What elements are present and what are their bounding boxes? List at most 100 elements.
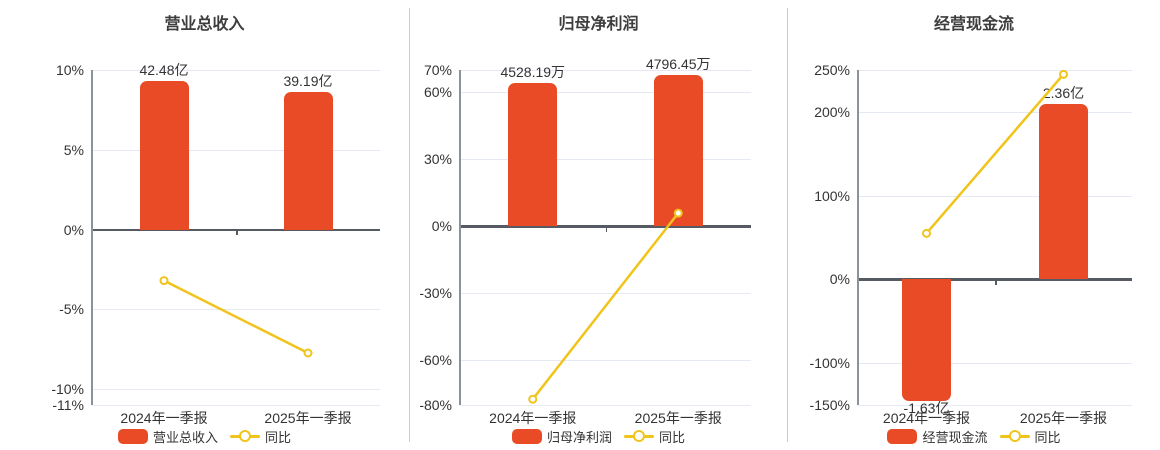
bar-value-label: 2.36亿: [1042, 85, 1085, 102]
legend-item-bar-series[interactable]: 营业总收入: [117, 427, 218, 446]
y-axis-line: [91, 70, 93, 405]
x-axis-zero-line: [92, 228, 380, 232]
y-axis-tick-label: 200%: [814, 103, 850, 120]
yoy-data-point[interactable]: [303, 348, 313, 358]
panel-operating-cashflow: 经营现金流 250% 200% 100% 0% -100% -150% -1.63亿 2024…: [788, 0, 1160, 450]
legend-label: 营业总收入: [152, 430, 218, 445]
x-axis-category-label: 2024年一季报: [489, 410, 577, 426]
bar-value-label: 42.48亿: [139, 61, 189, 78]
gridline: [460, 405, 751, 406]
gridline: [460, 70, 751, 71]
chart-title: 归母净利润: [558, 16, 639, 33]
y-axis-tick-label: -11%: [52, 397, 84, 413]
y-axis-tick-label: -5%: [59, 301, 84, 318]
gridline: [858, 111, 1132, 113]
gridline: [858, 70, 1132, 71]
y-axis-tick-label: 70%: [423, 62, 452, 78]
gridline: [92, 389, 380, 391]
legend-label: 同比: [659, 430, 686, 445]
gridline: [460, 293, 751, 295]
gridline: [858, 363, 1132, 365]
yoy-line-chart: [528, 208, 683, 404]
y-axis-tick-label: 10%: [55, 62, 84, 78]
bar-value-label: -1.63亿: [903, 399, 950, 416]
y-axis-tick-label: 100%: [814, 187, 850, 204]
bar-value-label: 4796.45万: [645, 55, 711, 72]
legend-item-bar-series[interactable]: 归母净利润: [511, 427, 612, 446]
gridline: [858, 405, 1132, 406]
legend-label: 经营现金流: [922, 430, 988, 445]
chart-title: 经营现金流: [933, 16, 1014, 33]
y-axis-tick-label: 5%: [63, 141, 84, 158]
yoy-data-point[interactable]: [159, 276, 169, 286]
panel-separator: [787, 8, 788, 442]
bar-2024年一季报[interactable]: [139, 80, 189, 230]
gridline: [460, 360, 751, 362]
x-axis-category-label: 2025年一季报: [264, 410, 352, 426]
x-axis-tick: [236, 231, 238, 236]
legend-bar-swatch-icon: [887, 429, 918, 444]
x-axis-zero-line: [858, 278, 1132, 281]
legend-item-bar-series[interactable]: 经营现金流: [887, 427, 988, 446]
legend-line-dot-icon: [1008, 430, 1021, 442]
gridline: [858, 195, 1132, 197]
gridline: [460, 92, 751, 94]
yoy-data-point[interactable]: [528, 394, 538, 404]
x-axis-category-label: 2025年一季报: [634, 410, 722, 426]
legend-line-dot-icon: [633, 430, 645, 442]
y-axis-tick-label: -80%: [419, 397, 452, 413]
x-axis-tick: [995, 280, 997, 285]
bar-2024年一季报[interactable]: [508, 83, 558, 227]
legend-line-dot-icon: [239, 430, 251, 442]
yoy-line-chart: [159, 276, 313, 358]
yoy-data-point[interactable]: [922, 228, 931, 238]
yoy-line[interactable]: [925, 73, 1065, 235]
panel-total-revenue: 营业总收入 10% 5% 0% -5% -10% -11% 42.48亿 2024年一季报 39…: [0, 0, 409, 450]
bar-2025年一季报[interactable]: [653, 74, 703, 227]
chart-title: 营业总收入: [164, 16, 245, 33]
y-axis-tick-label: 0%: [829, 271, 850, 288]
yoy-line[interactable]: [163, 279, 309, 355]
y-axis-tick-label: -150%: [809, 397, 850, 413]
legend-item-line-series[interactable]: 同比: [230, 427, 291, 446]
legend: 营业总收入 同比: [0, 427, 409, 446]
legend: 经营现金流 同比: [788, 427, 1160, 446]
bar-2025年一季报[interactable]: [1039, 104, 1088, 280]
panel-separator: [409, 8, 410, 442]
panel-net-profit: 归母净利润 70% 60% 30% 0% -30% -60% -80% 4528.19万 202…: [410, 0, 787, 450]
yoy-line-chart: [922, 69, 1068, 238]
bar-2025年一季报[interactable]: [283, 92, 333, 230]
yoy-data-point[interactable]: [1059, 69, 1068, 79]
yoy-data-point[interactable]: [673, 208, 683, 218]
y-axis-tick-label: 60%: [423, 84, 452, 101]
legend-line-icon: [999, 430, 1030, 443]
legend-item-line-series[interactable]: 同比: [999, 427, 1061, 446]
legend-label: 同比: [1034, 430, 1061, 445]
x-axis-category-label: 2024年一季报: [120, 410, 208, 426]
y-axis-tick-label: 250%: [814, 62, 850, 78]
legend-line-icon: [624, 430, 654, 443]
y-axis-tick-label: -30%: [419, 285, 452, 302]
legend-line-icon: [230, 430, 260, 443]
legend-label: 同比: [265, 430, 292, 445]
legend-bar-swatch-icon: [117, 429, 148, 444]
legend-item-line-series[interactable]: 同比: [624, 427, 685, 446]
legend: 归母净利润 同比: [410, 427, 787, 446]
legend-label: 归母净利润: [546, 430, 612, 445]
gridline: [92, 405, 380, 406]
y-axis-tick-label: -100%: [809, 355, 850, 372]
gridline: [460, 159, 751, 161]
x-axis-category-label: 2024年一季报: [882, 410, 971, 426]
y-axis-line: [857, 70, 859, 405]
y-axis-line: [459, 70, 461, 405]
bar-2024年一季报[interactable]: [902, 279, 951, 401]
legend-bar-swatch-icon: [511, 429, 542, 444]
y-axis-tick-label: 0%: [63, 221, 84, 238]
y-axis-tick-label: -10%: [51, 381, 84, 398]
y-axis-tick-label: 0%: [431, 218, 452, 235]
x-axis-tick: [605, 227, 607, 232]
bar-value-label: 4528.19万: [500, 64, 566, 81]
x-axis-category-label: 2025年一季报: [1019, 410, 1108, 426]
gridline: [92, 70, 380, 71]
yoy-line[interactable]: [531, 212, 680, 400]
